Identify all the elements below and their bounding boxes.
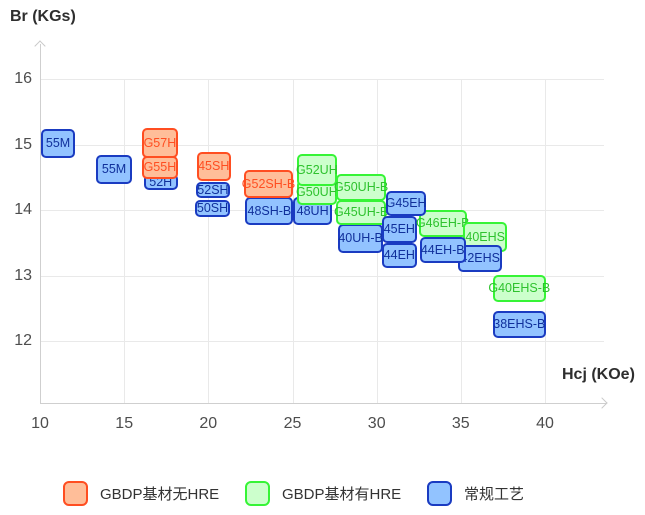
y-axis-arrow-icon — [34, 40, 46, 52]
x-tick-label: 10 — [31, 415, 49, 432]
v-gridline — [545, 79, 546, 403]
legend-label: GBDP基材无HRE — [100, 486, 220, 503]
grade-box-g40ehs-b-24: G40EHS-B — [488, 274, 550, 302]
x-tick-label: 40 — [536, 415, 554, 432]
grade-box-g57h-4: G57H — [141, 128, 178, 159]
y-tick-label: 13 — [14, 266, 32, 284]
x-axis-arrow-icon — [596, 397, 608, 409]
grade-box-48sh-b-8: 48SH-B — [245, 196, 294, 226]
y-tick-label: 15 — [14, 135, 32, 153]
grade-box-45eh-17: 45EH — [381, 215, 417, 243]
legend-swatch-icon — [427, 481, 452, 506]
grade-box-55m-1: 55M — [96, 155, 132, 184]
grade-box-g45uh-b-14: G45UH-B — [334, 200, 388, 226]
grade-box-40uh-b-13: 40UH-B — [337, 223, 384, 254]
h-gridline — [40, 144, 604, 146]
x-tick-label: 20 — [199, 415, 218, 432]
v-gridline — [208, 79, 210, 403]
grade-box-50sh-5: 50SH — [194, 199, 231, 218]
grade-box-38ehs-b-23: 38EHS-B — [492, 310, 546, 338]
grade-box-g52sh-b-9: G52SH-B — [242, 170, 295, 199]
grade-box-52sh-6: 52SH — [195, 181, 231, 199]
legend-label: GBDP基材有HRE — [282, 486, 402, 503]
h-gridline — [40, 79, 604, 80]
grade-box-44eh-b-21: 44EH-B — [419, 236, 466, 264]
legend-item-green[interactable]: GBDP基材有HRE — [245, 481, 401, 506]
grade-box-g46eh-b-18: G46EH-B — [416, 210, 469, 237]
legend-swatch-icon — [245, 481, 270, 506]
x-tick-label: 25 — [283, 415, 302, 432]
h-gridline — [40, 275, 604, 277]
x-tick-label: 35 — [451, 415, 470, 432]
grade-box-44eh-16: 44EH — [381, 242, 417, 269]
legend-swatch-icon — [63, 481, 88, 506]
y-axis-line — [39, 44, 41, 403]
grade-box-g52uh-12: G52UH — [296, 154, 338, 186]
v-gridline — [292, 79, 294, 403]
grade-box-g50uh-b-15: G50UH-B — [334, 174, 388, 201]
h-gridline — [40, 341, 604, 342]
legend-label: 常规工艺 — [464, 486, 525, 503]
x-tick-label: 15 — [115, 415, 134, 432]
x-axis-line — [40, 403, 606, 404]
legend: GBDP基材无HRE GBDP基材有HRE 常规工艺 — [0, 478, 645, 508]
grade-box-55m-0: 55M — [40, 129, 76, 158]
y-axis-title: Br (KGs) — [10, 8, 76, 25]
grade-box-45sh-7: 45SH — [196, 151, 231, 182]
v-gridline — [124, 79, 126, 403]
x-tick-label: 30 — [367, 415, 386, 432]
y-tick-label: 12 — [14, 332, 32, 349]
legend-item-blue[interactable]: 常规工艺 — [427, 481, 524, 506]
y-tick-label: 14 — [14, 201, 32, 218]
y-tick-label: 16 — [14, 70, 32, 87]
legend-item-orange[interactable]: GBDP基材无HRE — [63, 481, 219, 506]
grade-box-g45eh-22: G45EH — [386, 191, 427, 216]
grade-box-g55h-3: G55H — [141, 156, 178, 179]
x-axis-title: Hcj (KOe) — [562, 366, 635, 383]
